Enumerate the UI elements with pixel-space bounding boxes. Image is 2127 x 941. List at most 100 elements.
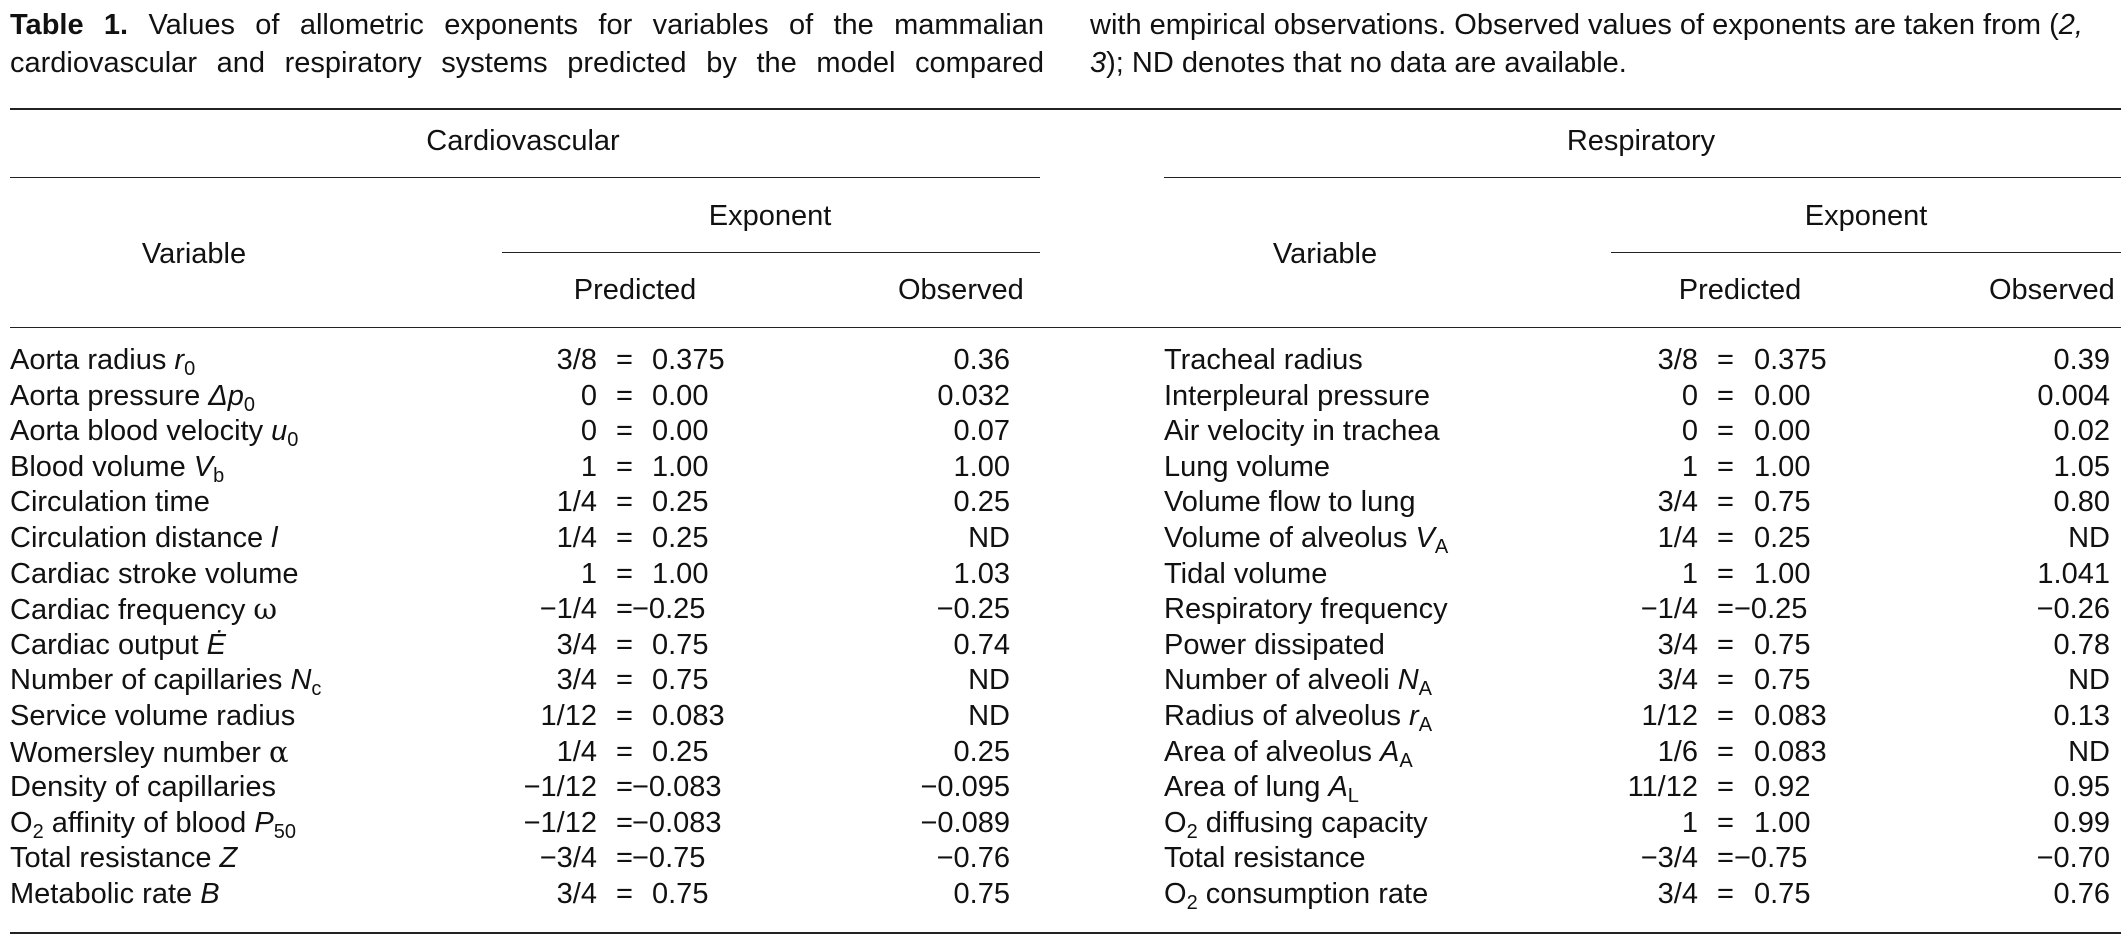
table-row: Radius of alveolus rA 1/12 = 0.083 0.13 [0, 698, 2127, 736]
cardio-observed-value: −0.25 [936, 593, 1010, 626]
resp-variable-name: Air velocity in trachea [1164, 413, 1440, 449]
variable-symbol: u [271, 415, 288, 448]
cardio-equals-sign: = [616, 522, 633, 554]
cardio-equals-sign: = [616, 486, 633, 519]
variable-symbol: l [271, 522, 278, 554]
resp-predicted-value: 1.00 [1754, 806, 1811, 839]
cardio-predicted-value: 0.25 [652, 735, 709, 768]
resp-predicted-value: 0.75 [1754, 486, 1811, 519]
resp-predicted-fraction: 3/8 [1657, 344, 1698, 376]
symbol-subscript: A [1434, 536, 1449, 558]
cardio-predicted-fraction: 1/4 [556, 735, 597, 768]
cardio-predicted-fraction: −1/12 [523, 771, 597, 804]
variable-symbol: V [193, 450, 214, 483]
cardio-predicted-value: 0.00 [652, 379, 709, 412]
resp-variable-name: Tracheal radius [1164, 342, 1363, 378]
cardio-predicted-fraction: 0 [580, 379, 597, 412]
table-row: Metabolic rate B 3/4 = 0.75 0.75 [0, 876, 2127, 912]
table-row: Tidal volume 1 = 1.00 1.041 [0, 556, 2127, 592]
resp-predicted-value: 0.083 [1754, 700, 1827, 732]
cardio-equals-sign: = [616, 735, 633, 768]
variable-text: Volume flow to lung [1164, 486, 1416, 519]
cardio-predicted-value: 0.75 [652, 628, 709, 661]
resp-equals-sign: = [1717, 450, 1734, 483]
resp-observed-value: 0.02 [2053, 415, 2110, 448]
symbol-subscript: A [1418, 678, 1433, 701]
cardio-equals-sign: = [616, 664, 633, 697]
variable-text: Number of capillaries [10, 664, 291, 697]
variable-symbol: r [174, 344, 185, 376]
symbol-subscript: A [1418, 714, 1433, 736]
cardio-observed-value: 0.75 [953, 878, 1010, 910]
resp-observed-value: ND [2068, 664, 2110, 697]
variable-text: Aorta pressure [10, 379, 209, 412]
table-row: Volume flow to lung 3/4 = 0.75 0.80 [0, 484, 2127, 520]
cardio-predicted-value: 0.375 [652, 344, 725, 376]
header-predicted-cardio: Predicted [573, 274, 697, 306]
resp-predicted-fraction: 3/4 [1657, 628, 1698, 661]
cardio-predicted-value: 0.75 [652, 878, 709, 910]
table-row: Tracheal radius 3/8 = 0.375 0.39 [0, 342, 2127, 378]
header-observed-resp: Observed [1989, 274, 2115, 306]
table-row: Total resistance −3/4 = −0.75 −0.70 [0, 840, 2127, 876]
resp-predicted-value: 0.375 [1754, 344, 1827, 376]
table-row: Respiratory frequency −1/4 = −0.25 −0.26 [0, 591, 2127, 627]
table-row: Cardiac output Ė 3/4 = 0.75 0.74 [0, 627, 2127, 663]
cardio-equals-sign: = [616, 557, 633, 590]
resp-variable-name: Number of alveoli NA [1164, 662, 1433, 701]
table-row: Aorta pressure Δp0 0 = 0.00 0.032 [0, 378, 2127, 415]
cardio-predicted-fraction: 1/4 [556, 522, 597, 554]
cardio-predicted-value: 0.75 [652, 664, 709, 697]
resp-variable-name: Volume of alveolus VA [1164, 520, 1449, 558]
resp-predicted-fraction: 3/4 [1657, 664, 1698, 697]
variable-subscript: 2 [32, 820, 44, 843]
cardio-predicted-value: 1.00 [652, 557, 709, 590]
resp-predicted-value: 1.00 [1754, 450, 1811, 483]
cardio-variable-name: Cardiac frequency ω [10, 591, 277, 628]
resp-equals-sign: = [1717, 486, 1734, 519]
table-row: Circulation time 1/4 = 0.25 0.25 [0, 484, 2127, 520]
variable-text: Lung volume [1164, 450, 1331, 483]
resp-predicted-fraction: 1/6 [1657, 735, 1698, 768]
resp-predicted-value: 0.92 [1754, 771, 1811, 804]
variable-text: Cardiac frequency [10, 594, 254, 627]
cardio-observed-value: ND [968, 522, 1010, 554]
variable-text: Volume of alveolus [1164, 522, 1416, 554]
cardio-predicted-fraction: −1/12 [523, 806, 597, 839]
header-exponent-cardio: Exponent [708, 200, 832, 232]
table-row: Power dissipated 3/4 = 0.75 0.78 [0, 627, 2127, 663]
cardio-equals-sign: = [616, 415, 633, 448]
table-row: Aorta blood velocity u0 0 = 0.00 0.07 [0, 413, 2127, 452]
header-respiratory: Respiratory [1566, 125, 1716, 157]
resp-observed-value: −0.70 [2036, 842, 2110, 875]
resp-equals-sign: = [1717, 700, 1734, 732]
variable-symbol: V [1415, 522, 1435, 554]
resp-equals-sign: = [1717, 735, 1734, 768]
header-predicted-resp: Predicted [1678, 274, 1802, 306]
caption-text-left: Values of allometric exponents for varia… [10, 9, 1044, 79]
header-cardiovascular: Cardiovascular [426, 125, 620, 157]
cardio-predicted-value: 0.083 [652, 700, 725, 732]
variable-subscript: 2 [1186, 892, 1198, 914]
variable-text: Circulation distance [10, 522, 272, 554]
resp-observed-value: 1.05 [2053, 450, 2110, 483]
resp-predicted-value: 0.75 [1754, 878, 1811, 910]
symbol-subscript: 0 [287, 429, 299, 452]
cardio-variable-name: Aorta pressure Δp0 [10, 378, 255, 415]
variable-text: O [1164, 878, 1187, 910]
cardio-observed-value: ND [968, 664, 1010, 697]
resp-equals-sign: = [1717, 593, 1734, 626]
cardio-observed-value: 1.03 [953, 557, 1010, 590]
resp-observed-value: 0.76 [2053, 878, 2110, 910]
header-exponent-resp: Exponent [1804, 200, 1928, 232]
resp-variable-name: Power dissipated [1164, 627, 1385, 663]
cardio-equals-sign: = [616, 878, 633, 910]
caption-text-right-2: ); ND denotes that no data are available… [1106, 47, 1627, 79]
resp-predicted-fraction: 1 [1681, 450, 1698, 483]
resp-equals-sign: = [1717, 522, 1734, 554]
resp-variable-name: Lung volume [1164, 449, 1330, 485]
cardio-predicted-value: 0.25 [652, 522, 709, 554]
variable-symbol: ω [253, 592, 278, 627]
variable-text-rest: affinity of blood [43, 806, 255, 839]
caption-text-right-1: with empirical observations. Observed va… [1090, 9, 2059, 41]
